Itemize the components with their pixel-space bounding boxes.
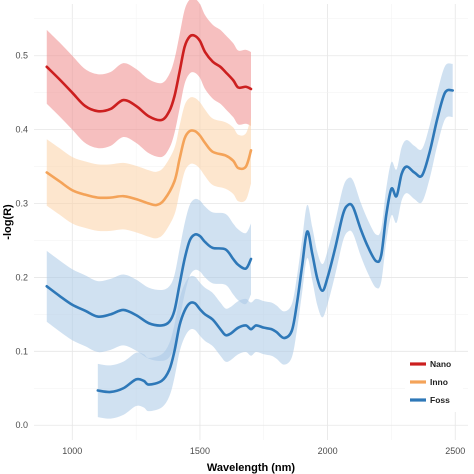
x-tick-label: 2000 [318,446,338,456]
legend-label-inno: Inno [430,377,448,387]
x-tick-label: 1000 [62,446,82,456]
y-tick-label: 0.4 [15,125,28,135]
x-tick-labels: 1000 1500 2000 2500 [62,446,465,456]
x-tick-label: 1500 [190,446,210,456]
y-tick-label: 0.1 [15,346,28,356]
y-axis-title: -log(R) [2,204,14,240]
x-tick-label: 2500 [445,446,465,456]
y-tick-label: 0.2 [15,272,28,282]
legend-label-foss: Foss [430,395,450,405]
series-lines [45,33,454,394]
y-tick-label: 0.5 [15,51,28,61]
foss-band-2 [97,63,453,419]
foss-line-2 [96,88,454,394]
inno-line-1 [45,129,253,207]
inno-band-1 [46,97,252,239]
legend: Nano Inno Foss [405,352,463,412]
y-tick-labels: 0.0 0.1 0.2 0.3 0.4 0.5 [15,51,28,430]
nano-line-1 [45,33,253,122]
foss-band-1 [46,198,252,361]
y-tick-label: 0.3 [15,199,28,209]
legend-label-nano: Nano [430,359,451,369]
foss-line-1 [45,233,253,327]
x-axis-title: Wavelength (nm) [207,462,296,474]
y-tick-label: 0.0 [15,420,28,430]
